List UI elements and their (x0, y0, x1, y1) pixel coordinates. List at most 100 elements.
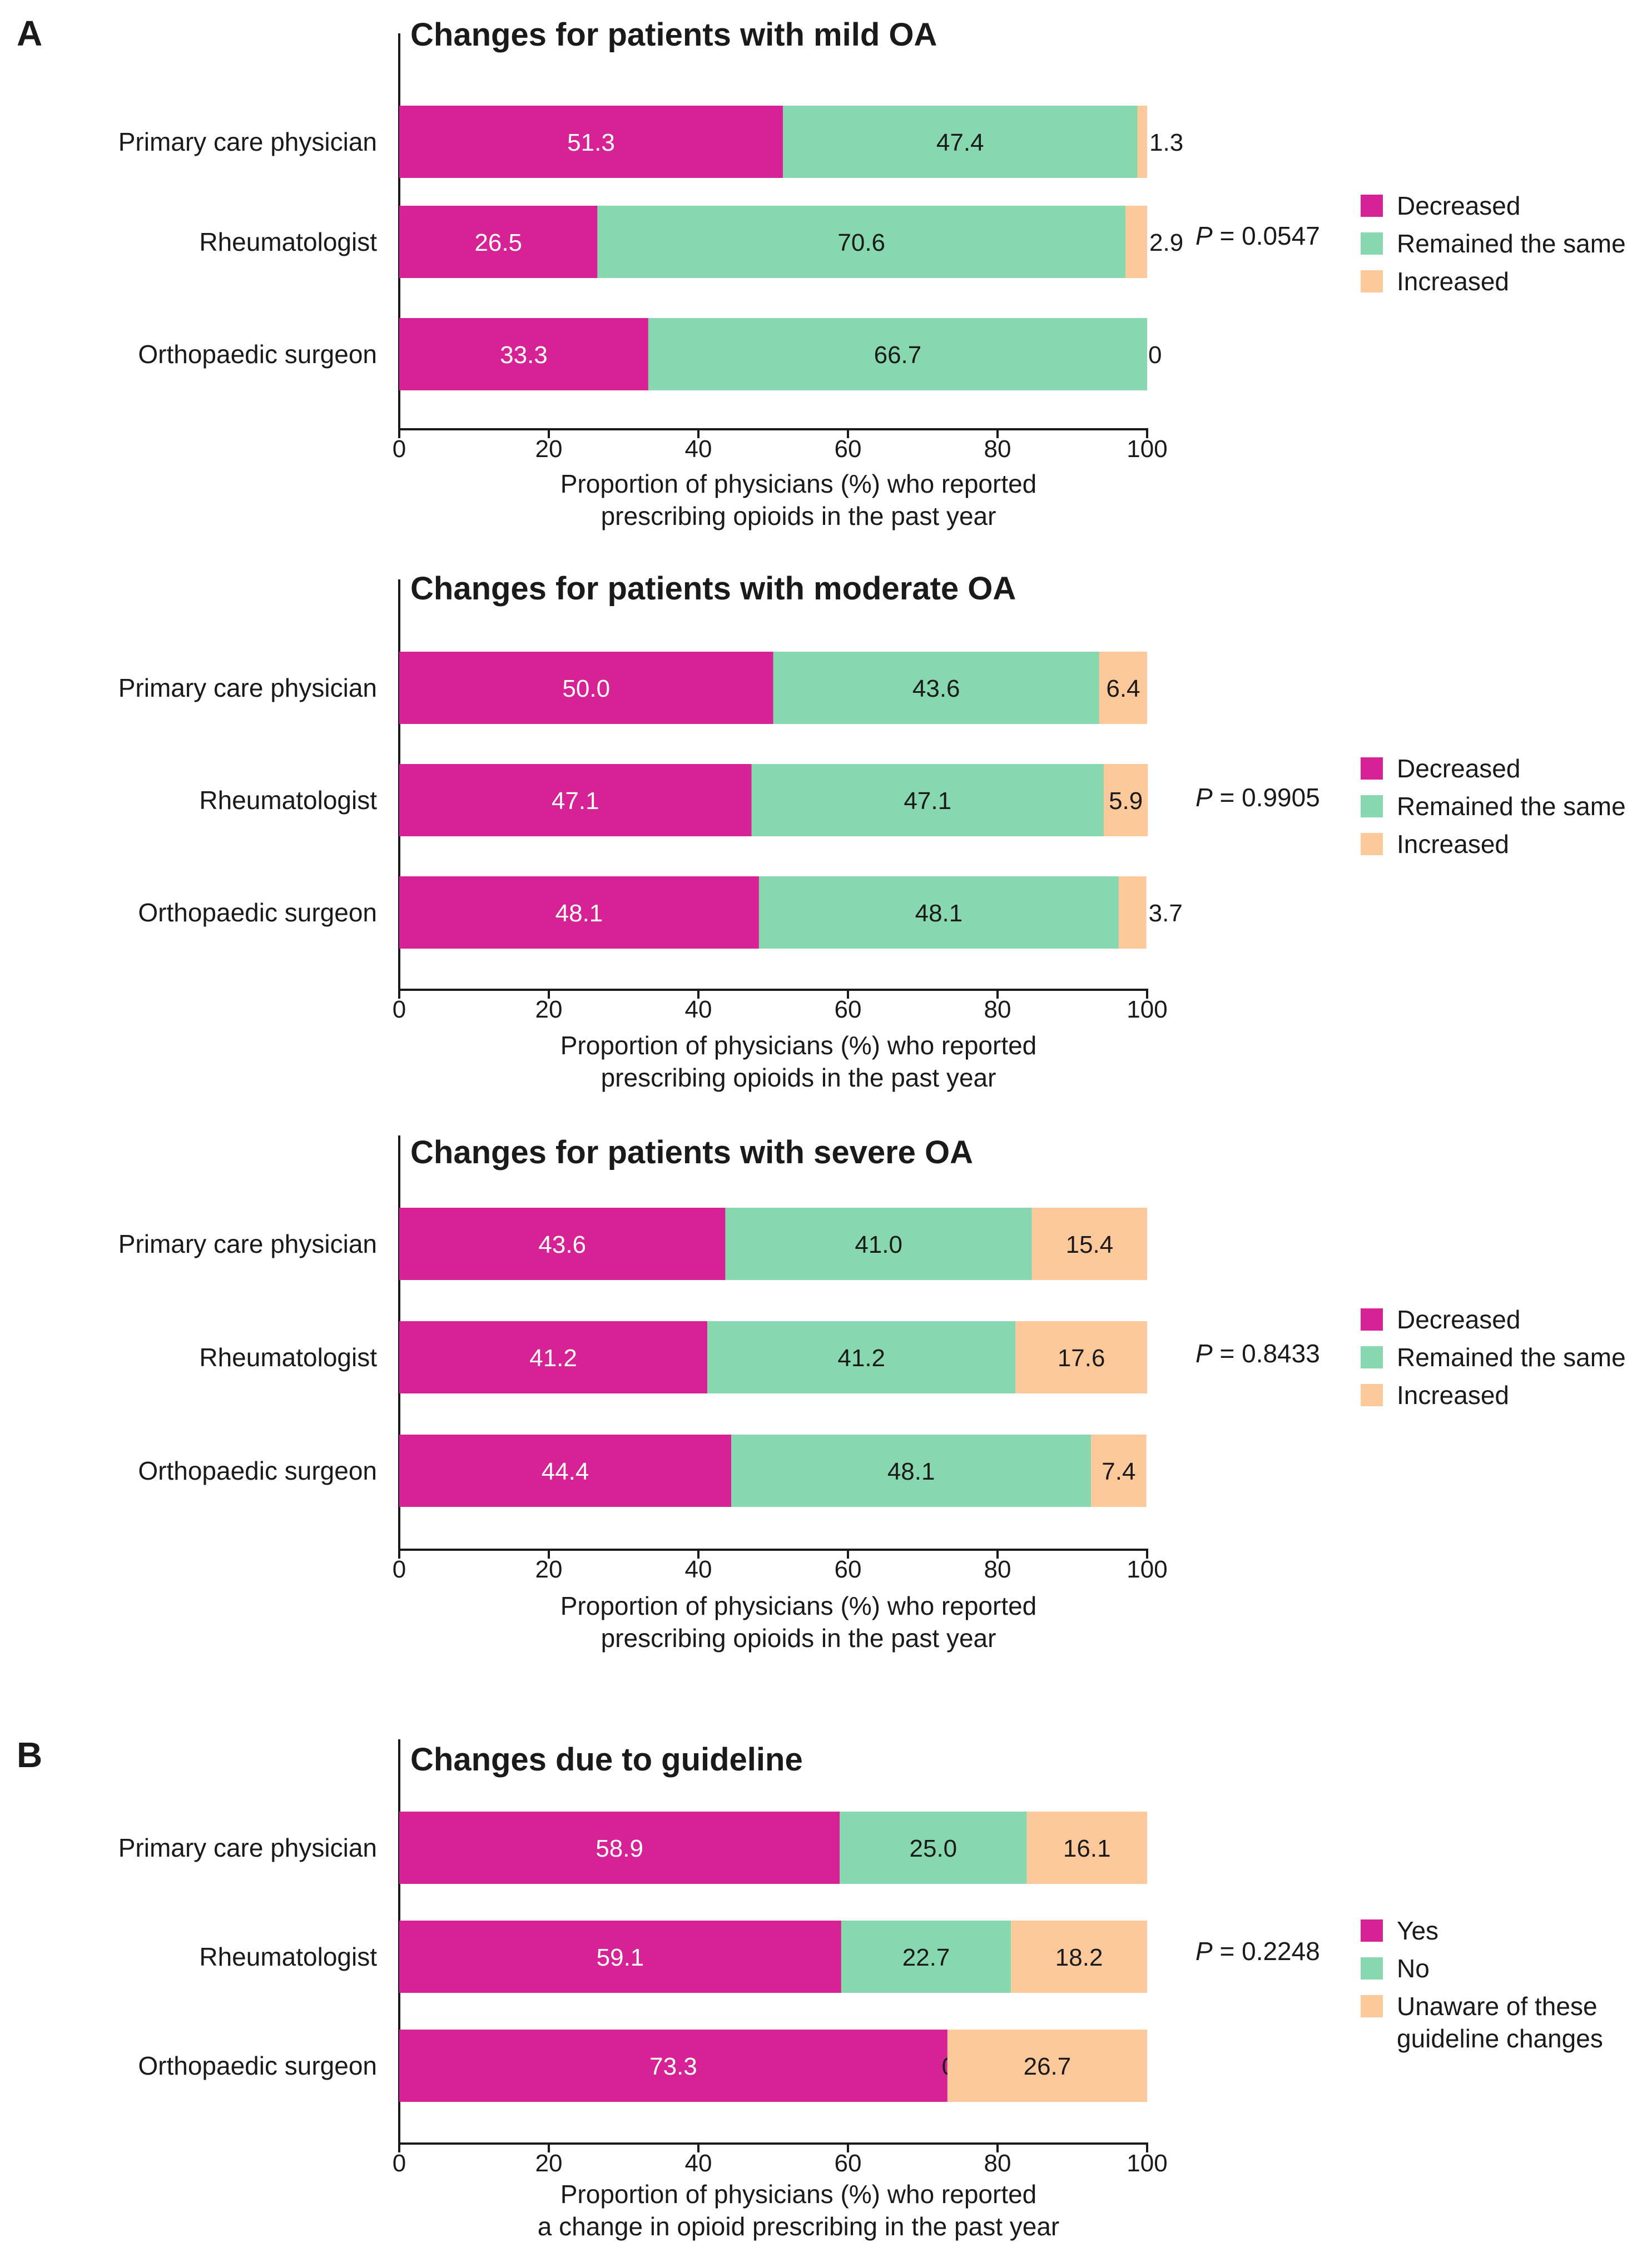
data-label: 44.4 (542, 1458, 589, 1485)
category-label: Rheumatologist (199, 1343, 377, 1372)
chart-title: Changes due to guideline (410, 1742, 803, 1778)
bar-segment (648, 318, 1147, 390)
bar-segment (773, 652, 1099, 724)
bar-segment (1031, 1208, 1147, 1280)
chart-title: Changes for patients with mild OA (410, 17, 937, 53)
data-label: 22.7 (902, 1944, 950, 1971)
legend-swatch (1361, 1919, 1383, 1942)
x-tick-label: 60 (835, 435, 862, 463)
chart-title: Changes for patients with moderate OA (410, 571, 1016, 607)
x-axis-label: prescribing opioids in the past year (601, 1624, 996, 1653)
legend-swatch (1361, 195, 1383, 217)
category-label: Orthopaedic surgeon (138, 1456, 377, 1485)
p-value: P = 0.2248 (1195, 1937, 1320, 1966)
data-label: 48.1 (915, 900, 963, 927)
legend-label: guideline changes (1397, 2024, 1603, 2053)
x-tick-label: 60 (835, 1556, 862, 1583)
panel-label-b: B (17, 1735, 42, 1775)
bar-segment (399, 764, 752, 836)
legend-label: Yes (1397, 1916, 1438, 1945)
x-axis-label: Proportion of physicians (%) who reporte… (560, 469, 1037, 498)
legend-swatch (1361, 232, 1383, 255)
data-label: 15.4 (1066, 1231, 1114, 1258)
x-tick-label: 40 (685, 1556, 712, 1583)
bar-segment (1118, 876, 1147, 949)
legend-swatch (1361, 1346, 1383, 1368)
x-axis-label: Proportion of physicians (%) who reporte… (560, 1031, 1037, 1060)
data-label: 6.4 (1106, 675, 1140, 702)
x-axis-label: Proportion of physicians (%) who reporte… (560, 1591, 1037, 1620)
x-tick-label: 100 (1127, 435, 1167, 463)
category-label: Orthopaedic surgeon (138, 2051, 377, 2080)
x-tick-label: 0 (393, 996, 406, 1023)
bar-segment (782, 106, 1138, 178)
legend-label: Decreased (1397, 191, 1520, 220)
legend-label: Increased (1397, 830, 1509, 859)
data-label: 16.1 (1063, 1835, 1111, 1862)
bar-segment (399, 1435, 732, 1507)
data-label: 66.7 (874, 341, 922, 369)
legend-label: Increased (1397, 1381, 1509, 1410)
legend-label: Decreased (1397, 754, 1520, 783)
bar-segment (758, 876, 1119, 949)
category-label: Primary care physician (118, 1229, 377, 1258)
legend-swatch (1361, 757, 1383, 780)
x-axis-label: prescribing opioids in the past year (601, 1063, 996, 1092)
x-tick-label: 60 (835, 2150, 862, 2177)
data-label: 48.1 (555, 900, 603, 927)
x-axis-label: prescribing opioids in the past year (601, 502, 996, 530)
legend-swatch (1361, 1957, 1383, 1980)
data-label: 47.4 (936, 129, 984, 156)
p-value: P = 0.9905 (1195, 783, 1320, 812)
chart-3: Changes for patients with severe OA 0 20 40… (118, 1134, 1626, 1653)
bar-segment (399, 1321, 708, 1393)
x-tick-label: 40 (685, 2150, 712, 2177)
bar-segment (399, 318, 648, 390)
x-tick-label: 40 (685, 435, 712, 463)
bar-segment (399, 206, 598, 278)
category-label: Orthopaedic surgeon (138, 340, 377, 369)
data-label: 73.3 (649, 2053, 697, 2080)
legend-swatch (1361, 270, 1383, 292)
bar-segment (399, 876, 759, 949)
category-label: Rheumatologist (199, 786, 377, 815)
bar-segment (1125, 206, 1147, 278)
data-label: 1.3 (1149, 129, 1183, 156)
data-label: 47.1 (904, 787, 951, 815)
bar-segment (399, 1812, 840, 1884)
category-label: Primary care physician (118, 127, 377, 156)
x-tick-label: 100 (1127, 1556, 1167, 1583)
legend-label: Increased (1397, 267, 1509, 296)
bar-segment (731, 1435, 1092, 1507)
bar-segment (597, 206, 1125, 278)
x-tick-label: 40 (685, 996, 712, 1023)
x-tick-label: 80 (984, 996, 1011, 1023)
x-tick-label: 20 (535, 435, 563, 463)
data-label: 51.3 (567, 129, 615, 156)
p-value: P = 0.8433 (1195, 1339, 1320, 1368)
chart-4: Changes due to guideline 0 20 40 60 80 100 Prop… (118, 1739, 1603, 2241)
p-value: P = 0.0547 (1195, 221, 1320, 250)
data-label: 5.9 (1109, 787, 1143, 815)
data-label: 3.7 (1149, 900, 1183, 927)
bar-segment (399, 2030, 947, 2102)
x-tick-label: 100 (1127, 996, 1167, 1023)
legend-label: Decreased (1397, 1305, 1520, 1334)
bar-segment (1015, 1321, 1147, 1393)
legend-label: Unaware of these (1397, 1992, 1598, 2021)
bar-segment (840, 1812, 1027, 1884)
panel-label-a: A (17, 13, 42, 53)
data-label: 0 (1148, 341, 1162, 369)
legend-swatch (1361, 833, 1383, 855)
data-label: 43.6 (912, 675, 960, 702)
data-label: 47.1 (552, 787, 599, 815)
data-label: 58.9 (596, 1835, 643, 1862)
bar-segment (1091, 1435, 1147, 1507)
data-label: 25.0 (910, 1835, 958, 1862)
chart-1: Changes for patients with mild OA 0 20 40 60… (118, 17, 1626, 530)
bar-segment (707, 1321, 1016, 1393)
x-axis-label: a change in opioid prescribing in the pa… (538, 2212, 1060, 2241)
data-label: 18.2 (1055, 1944, 1103, 1971)
x-tick-label: 0 (393, 435, 406, 463)
chart-2: Changes for patients with moderate OA 0 20… (118, 571, 1626, 1092)
